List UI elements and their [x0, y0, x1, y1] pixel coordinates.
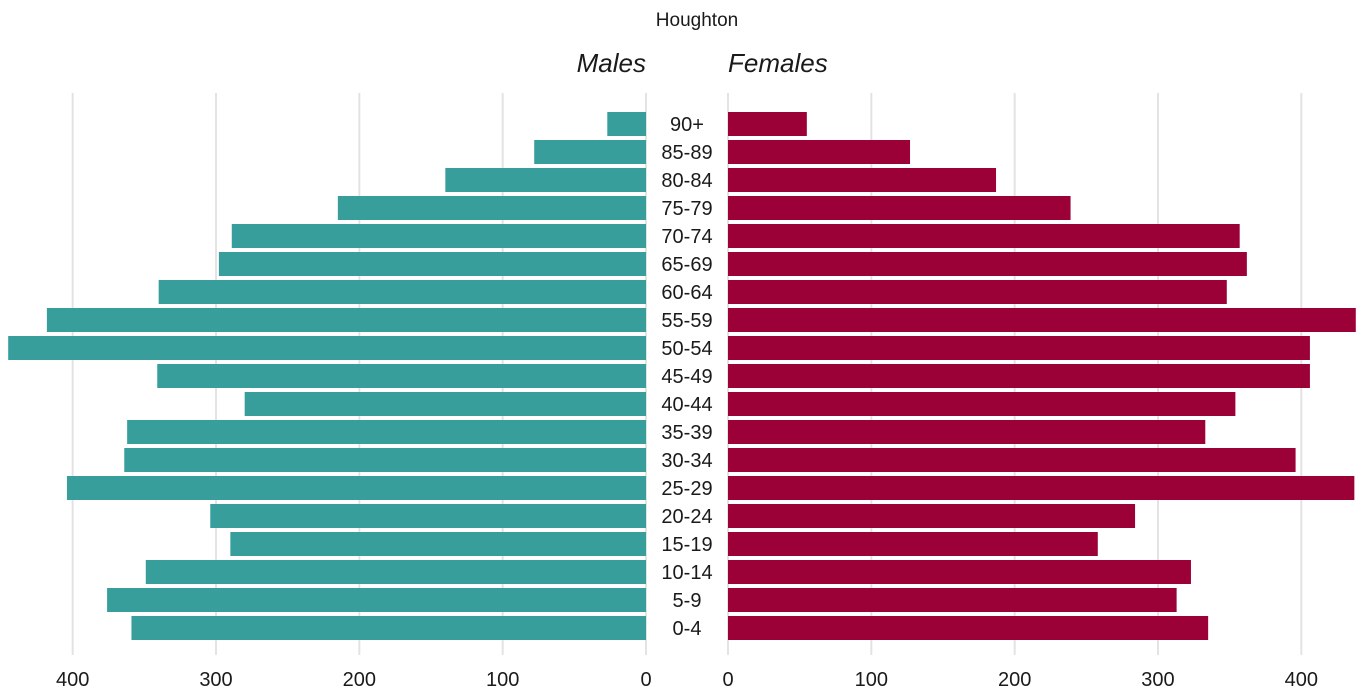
males-label: Males [577, 48, 646, 78]
bar-females-80-84 [728, 168, 997, 192]
age-label-65-69: 65-69 [661, 254, 712, 276]
bar-females-55-59 [728, 308, 1356, 332]
bar-females-75-79 [728, 196, 1071, 220]
age-label-70-74: 70-74 [661, 226, 712, 248]
bar-males-40-44 [244, 392, 646, 416]
bar-females-35-39 [728, 420, 1206, 444]
bar-males-15-19 [230, 532, 646, 556]
tick-label-females-100: 100 [855, 669, 888, 691]
age-label-50-54: 50-54 [661, 338, 712, 360]
bar-males-75-79 [337, 196, 646, 220]
age-label-90plus: 90+ [670, 114, 704, 136]
bar-males-45-49 [157, 364, 647, 388]
tick-label-females-300: 300 [1141, 669, 1174, 691]
bar-males-5-9 [107, 588, 646, 612]
bar-males-25-29 [66, 476, 647, 500]
bar-females-30-34 [728, 448, 1296, 472]
bar-females-70-74 [728, 224, 1240, 248]
age-labels: 90+ 85-89 80-84 75-79 70-74 65-69 60-64 55-59 50… [661, 114, 712, 640]
tick-label-males-0: 0 [640, 669, 651, 691]
bar-males-20-24 [210, 504, 646, 528]
bar-males-50-54 [8, 336, 646, 360]
bar-males-60-64 [158, 280, 647, 304]
bar-males-55-59 [46, 308, 646, 332]
axis-tick-labels: 0 0 100 100 200 200 300 300 400 400 [56, 669, 1318, 691]
bar-females-25-29 [728, 476, 1355, 500]
bar-males-90plus [607, 112, 646, 136]
tick-label-males-100: 100 [486, 669, 519, 691]
tick-label-males-300: 300 [199, 669, 232, 691]
tick-label-males-400: 400 [56, 669, 89, 691]
bar-females-65-69 [728, 252, 1247, 276]
age-label-20-24: 20-24 [661, 506, 712, 528]
age-label-85-89: 85-89 [661, 142, 712, 164]
age-label-10-14: 10-14 [661, 562, 712, 584]
bar-males-80-84 [445, 168, 646, 192]
age-label-80-84: 80-84 [661, 170, 712, 192]
bar-males-10-14 [145, 560, 646, 584]
age-label-75-79: 75-79 [661, 198, 712, 220]
tick-label-males-200: 200 [343, 669, 376, 691]
age-label-45-49: 45-49 [661, 366, 712, 388]
bar-females-5-9 [728, 588, 1177, 612]
bar-males-30-34 [124, 448, 646, 472]
bar-females-10-14 [728, 560, 1191, 584]
age-label-60-64: 60-64 [661, 282, 712, 304]
bar-females-20-24 [728, 504, 1136, 528]
bar-females-15-19 [728, 532, 1098, 556]
age-label-0-4: 0-4 [673, 618, 702, 640]
age-label-55-59: 55-59 [661, 310, 712, 332]
bar-females-90plus [728, 112, 807, 136]
bar-males-70-74 [231, 224, 646, 248]
age-label-25-29: 25-29 [661, 478, 712, 500]
tick-label-females-0: 0 [722, 669, 733, 691]
bar-females-85-89 [728, 140, 911, 164]
bars [8, 112, 1356, 640]
bar-males-35-39 [127, 420, 647, 444]
bar-females-45-49 [728, 364, 1310, 388]
age-label-30-34: 30-34 [661, 450, 712, 472]
tick-label-females-400: 400 [1285, 669, 1318, 691]
age-label-15-19: 15-19 [661, 534, 712, 556]
bar-females-60-64 [728, 280, 1227, 304]
bar-females-50-54 [728, 336, 1310, 360]
tick-label-females-200: 200 [998, 669, 1031, 691]
bar-males-0-4 [131, 616, 646, 640]
bar-females-0-4 [728, 616, 1209, 640]
age-label-40-44: 40-44 [661, 394, 712, 416]
age-label-5-9: 5-9 [673, 590, 702, 612]
chart-title: Houghton [656, 10, 738, 31]
bar-females-40-44 [728, 392, 1236, 416]
females-label: Females [728, 48, 828, 78]
bar-males-85-89 [534, 140, 646, 164]
bar-males-65-69 [218, 252, 647, 276]
age-label-35-39: 35-39 [661, 422, 712, 444]
